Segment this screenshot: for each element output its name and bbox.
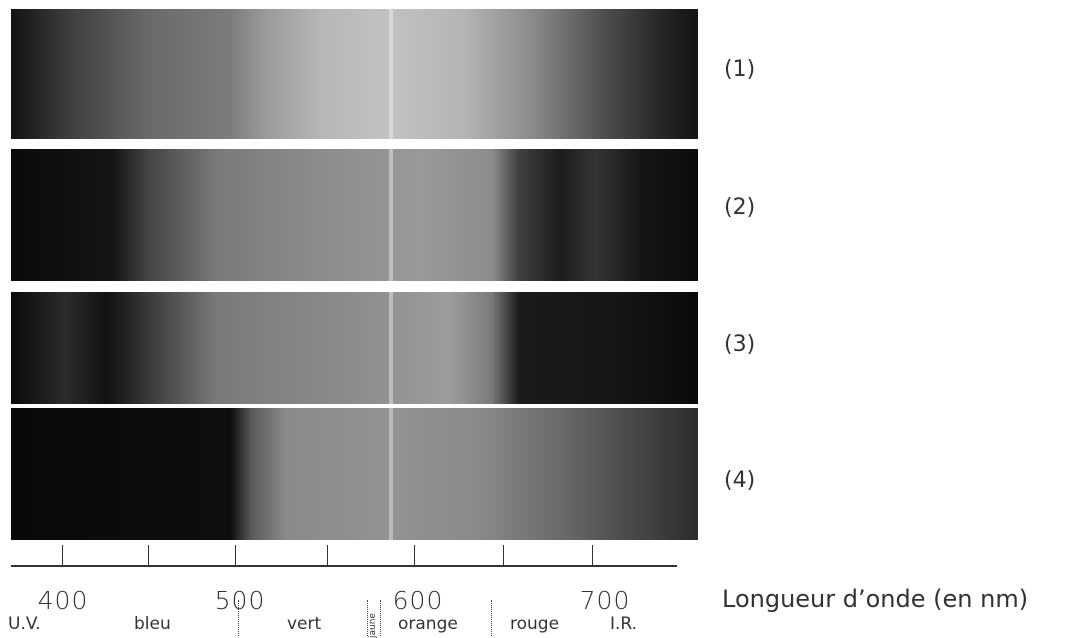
band-bleu: bleu [134,614,171,634]
spectrum-label-4: (4) [724,468,756,493]
band-separator-bleu-vert [238,600,239,636]
tick-550 [327,545,328,565]
spectrum-label-1: (1) [724,57,756,82]
tick-label-400: 400 [37,586,89,615]
tick-700 [592,545,593,565]
tick-label-700: 700 [579,586,631,615]
band-jaune: jaune [368,613,378,638]
band-vert: vert [287,614,322,634]
tick-450 [148,545,149,565]
axis-title: Longueur d’onde (en nm) [722,585,1029,613]
spectrum-3 [11,292,698,404]
tick-label-600: 600 [392,586,444,615]
spectrum-4 [11,408,698,540]
band-separator-vert-jaune [367,600,368,636]
band-separator-jaune-orange [380,600,381,636]
spectrum-1 [11,9,698,139]
spectrum-label-2: (2) [724,195,756,220]
band-orange: orange [398,614,458,634]
tick-600 [414,545,415,565]
tick-500 [235,545,236,565]
tick-label-500: 500 [214,586,266,615]
band-uv: U.V. [8,614,41,634]
spectrum-label-3: (3) [724,332,756,357]
band-rouge: rouge [510,614,560,634]
tick-400 [62,545,63,565]
band-ir: I.R. [610,614,638,634]
spectrum-2 [11,149,698,281]
wavelength-axis-line [11,565,677,567]
band-separator-orange-rouge [491,600,492,636]
tick-650 [503,545,504,565]
